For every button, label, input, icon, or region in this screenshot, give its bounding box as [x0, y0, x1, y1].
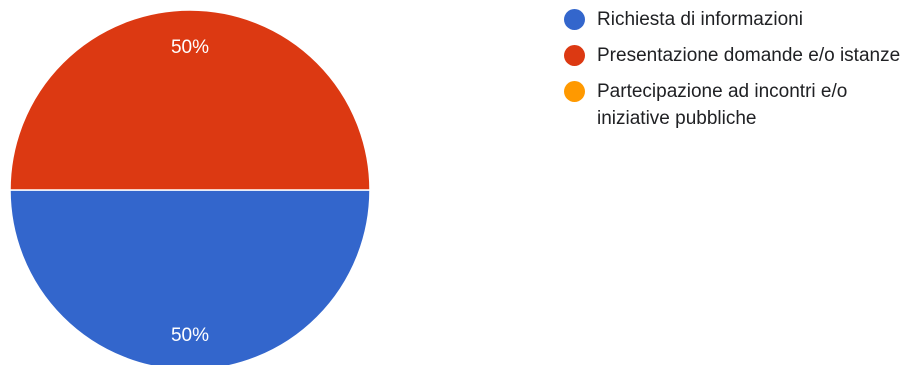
legend: Richiesta di informazioni Presentazione … — [563, 6, 913, 141]
legend-swatch — [564, 45, 585, 66]
legend-swatch — [564, 9, 585, 30]
legend-item-richiesta-di-informazioni[interactable]: Richiesta di informazioni — [563, 6, 913, 33]
legend-item-presentazione-domande[interactable]: Presentazione domande e/o istanze — [563, 42, 913, 69]
pie-chart: 50% 50% — [9, 9, 371, 365]
pie-slice-label: 50% — [171, 37, 209, 58]
pie-slice-labels: 50% 50% — [171, 37, 209, 346]
legend-item-label: Partecipazione ad incontri e/o iniziativ… — [597, 81, 848, 129]
legend-item-label: Richiesta di informazioni — [597, 9, 803, 30]
legend-swatch — [564, 81, 585, 102]
pie-slices — [9, 9, 371, 365]
pie-slice-label: 50% — [171, 325, 209, 346]
legend-item-label: Presentazione domande e/o istanze — [597, 45, 901, 66]
pie-slice[interactable] — [9, 189, 371, 365]
legend-item-partecipazione-incontri[interactable]: Partecipazione ad incontri e/o iniziativ… — [563, 78, 913, 132]
pie-slice[interactable] — [9, 9, 371, 191]
